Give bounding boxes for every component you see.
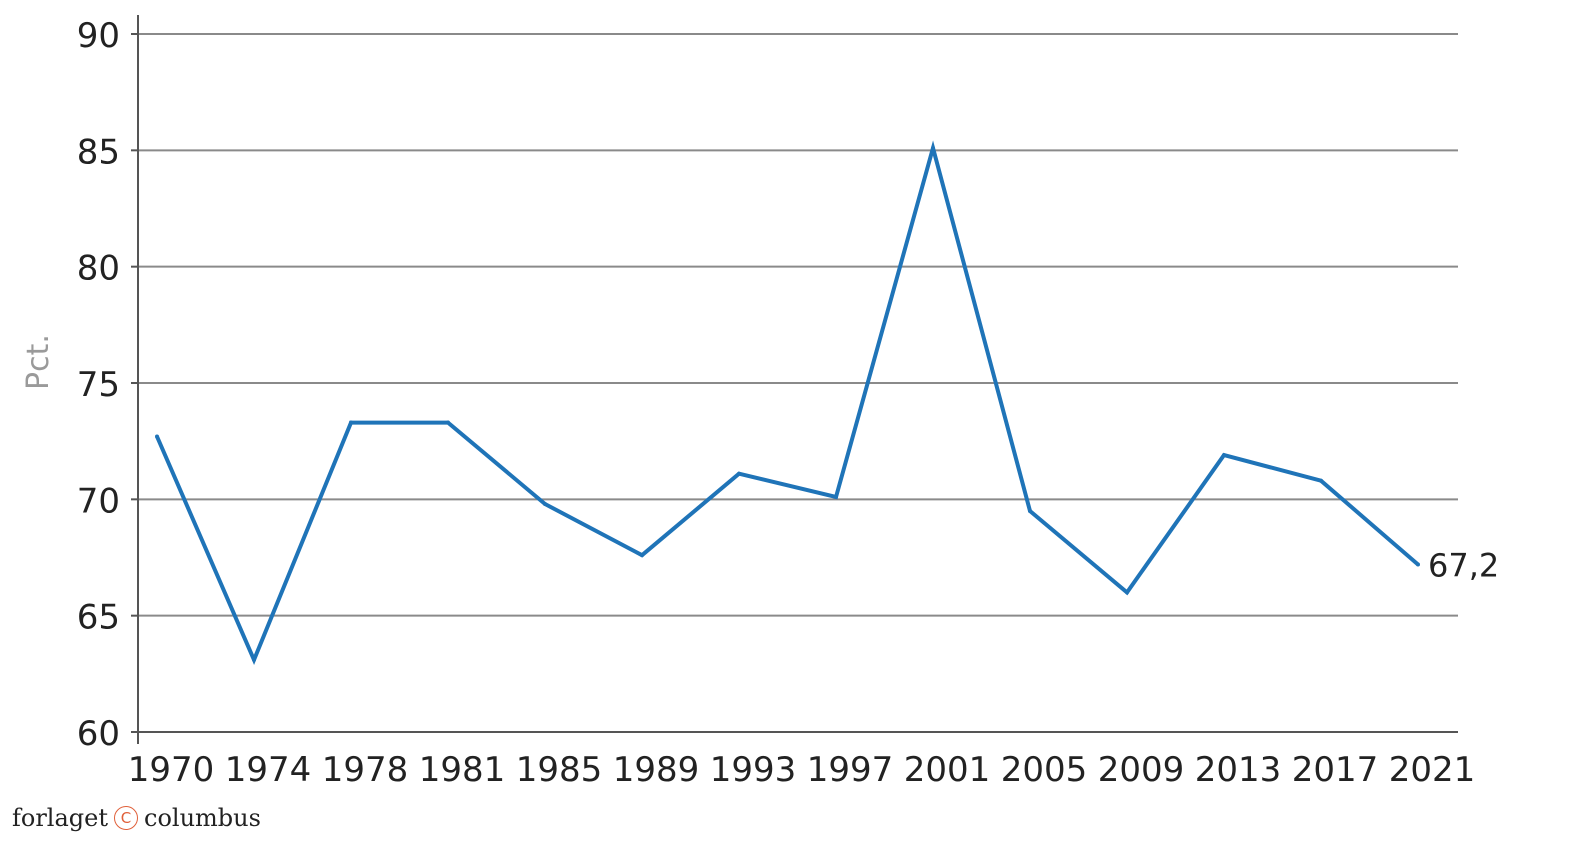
data-point-2021 [1416, 562, 1420, 567]
data-point-2017 [1319, 478, 1323, 483]
data-point-1974 [252, 657, 256, 662]
x-tick-label: 1981 [419, 750, 506, 790]
x-tick-labels: 1970 1974 1978 1981 1985 1989 1993 1997 2001 2005… [128, 750, 1476, 790]
x-tick-label: 1978 [322, 750, 409, 790]
x-tick-label: 2013 [1195, 750, 1282, 790]
axes [131, 15, 1458, 744]
y-tick-labels: 60 65 70 75 80 85 90 [77, 16, 120, 754]
x-tick-label: 1970 [128, 750, 215, 790]
x-tick-label: 2017 [1292, 750, 1379, 790]
series-line [155, 140, 1420, 666]
data-point-1978 [349, 420, 353, 425]
gridlines [138, 33, 1458, 617]
x-tick-label: 1993 [710, 750, 797, 790]
x-tick-label: 2005 [1001, 750, 1088, 790]
data-point-1993 [737, 471, 741, 476]
y-tick-label: 85 [77, 132, 120, 172]
y-axis-label: Pct. [21, 334, 56, 390]
x-tick-label: 1974 [225, 750, 312, 790]
y-tick-label: 65 [77, 598, 120, 638]
data-point-2005 [1028, 508, 1032, 513]
x-tick-label: 1985 [516, 750, 603, 790]
end-value-label: 67,2 [1428, 546, 1499, 584]
x-tick-label: 2009 [1098, 750, 1185, 790]
data-point-1970 [155, 434, 159, 439]
series-group [155, 140, 1420, 666]
x-tick-label: 1997 [807, 750, 894, 790]
y-tick-label: 75 [77, 365, 120, 405]
data-point-2001 [931, 146, 935, 151]
annotations: 67,2 [1428, 546, 1499, 584]
data-point-2013 [1222, 453, 1226, 458]
brand-left-text: forlaget [12, 804, 108, 832]
data-point-1981 [446, 420, 450, 425]
x-tick-label: 1989 [613, 750, 700, 790]
y-tick-label: 70 [77, 481, 120, 521]
x-tick-label: 2001 [904, 750, 991, 790]
y-tick-label: 80 [77, 249, 120, 289]
data-point-2009 [1125, 590, 1129, 595]
data-point-1997 [834, 495, 838, 500]
data-point-1985 [543, 501, 547, 506]
x-tick-label: 2021 [1389, 750, 1476, 790]
y-tick-label: 90 [77, 16, 120, 56]
data-point-1989 [640, 553, 644, 558]
copyright-c-icon: C [114, 806, 138, 830]
brand-right-text: columbus [144, 804, 261, 832]
publisher-logo: forlaget C columbus [12, 804, 261, 832]
y-tick-label: 60 [77, 714, 120, 754]
